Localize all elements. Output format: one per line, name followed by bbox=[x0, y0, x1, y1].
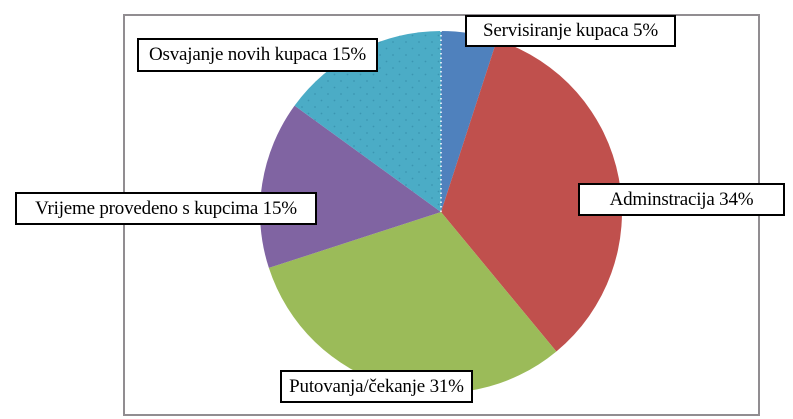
pie-label-putovanja-cekanje: Putovanja/čekanje 31% bbox=[280, 370, 473, 403]
pie-label-osvajanje-novih-kupaca: Osvajanje novih kupaca 15% bbox=[137, 38, 378, 72]
pie-slice-4-dot-texture bbox=[294, 31, 441, 212]
pie-slice-0 bbox=[441, 31, 497, 212]
pie-slices bbox=[260, 31, 622, 393]
pie-slice-2 bbox=[268, 212, 557, 393]
pie-label-vrijeme-provedeno-s-kupcima: Vrijeme provedeno s kupcima 15% bbox=[15, 192, 317, 225]
pie-slice-3 bbox=[260, 105, 441, 268]
pie-label-adminstracija: Adminstracija 34% bbox=[578, 183, 785, 216]
pie-label-servisiranje-kupaca: Servisiranje kupaca 5% bbox=[465, 15, 676, 47]
pie-slice-1 bbox=[441, 39, 622, 352]
